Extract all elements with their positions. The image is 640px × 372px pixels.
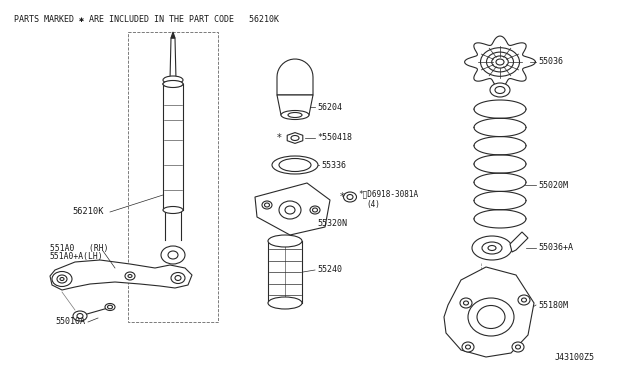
Ellipse shape <box>108 305 113 309</box>
Text: (4): (4) <box>366 201 380 209</box>
Ellipse shape <box>522 298 527 302</box>
Ellipse shape <box>486 52 513 72</box>
Ellipse shape <box>272 156 318 174</box>
Ellipse shape <box>279 158 311 171</box>
Ellipse shape <box>175 276 181 280</box>
Ellipse shape <box>482 242 502 254</box>
Ellipse shape <box>495 87 505 93</box>
Ellipse shape <box>490 83 510 97</box>
Ellipse shape <box>460 298 472 308</box>
Text: 56210K: 56210K <box>72 208 104 217</box>
Ellipse shape <box>463 301 468 305</box>
Text: 55036+A: 55036+A <box>538 244 573 253</box>
Text: 55240: 55240 <box>317 266 342 275</box>
Ellipse shape <box>465 345 470 349</box>
Ellipse shape <box>264 203 269 207</box>
Ellipse shape <box>515 345 520 349</box>
Ellipse shape <box>492 56 508 68</box>
Ellipse shape <box>291 135 299 141</box>
Ellipse shape <box>310 206 320 214</box>
Text: 55320N: 55320N <box>317 218 347 228</box>
Ellipse shape <box>52 272 72 286</box>
Polygon shape <box>277 59 313 95</box>
Text: J43100Z5: J43100Z5 <box>555 353 595 362</box>
Polygon shape <box>465 36 536 88</box>
Text: 55020M: 55020M <box>538 180 568 189</box>
Ellipse shape <box>262 201 272 209</box>
Text: 551A0+A(LH): 551A0+A(LH) <box>50 253 104 262</box>
Polygon shape <box>287 132 303 143</box>
Text: *: * <box>340 192 344 202</box>
Text: 55336: 55336 <box>321 160 346 170</box>
Ellipse shape <box>125 272 135 280</box>
Ellipse shape <box>163 80 183 87</box>
Text: 56204: 56204 <box>317 103 342 112</box>
Ellipse shape <box>285 206 295 214</box>
Ellipse shape <box>472 236 512 260</box>
Polygon shape <box>510 232 528 252</box>
Ellipse shape <box>285 160 305 170</box>
Ellipse shape <box>344 192 356 202</box>
Ellipse shape <box>171 273 185 283</box>
Ellipse shape <box>281 110 309 119</box>
Ellipse shape <box>168 251 178 259</box>
Ellipse shape <box>163 206 183 214</box>
Ellipse shape <box>163 76 183 84</box>
Ellipse shape <box>518 295 530 305</box>
Text: 551A0   (RH): 551A0 (RH) <box>50 244 109 253</box>
Text: PARTS MARKED ✱ ARE INCLUDED IN THE PART CODE   56210K: PARTS MARKED ✱ ARE INCLUDED IN THE PART … <box>14 16 279 25</box>
Ellipse shape <box>468 298 514 336</box>
Ellipse shape <box>163 81 183 87</box>
Polygon shape <box>171 32 175 38</box>
Text: 55180M: 55180M <box>538 301 568 310</box>
Text: 55010A: 55010A <box>55 317 85 327</box>
Ellipse shape <box>105 304 115 311</box>
Ellipse shape <box>288 112 302 118</box>
Ellipse shape <box>477 305 505 328</box>
Text: *ⓓD6918-3081A: *ⓓD6918-3081A <box>358 189 418 199</box>
Polygon shape <box>170 38 176 80</box>
Polygon shape <box>444 267 534 357</box>
Polygon shape <box>277 95 313 115</box>
Ellipse shape <box>279 201 301 219</box>
Ellipse shape <box>312 208 317 212</box>
Ellipse shape <box>496 59 504 65</box>
Ellipse shape <box>77 314 83 318</box>
Bar <box>128 32 218 322</box>
Ellipse shape <box>60 278 64 280</box>
Ellipse shape <box>488 246 496 250</box>
Ellipse shape <box>128 275 132 278</box>
Text: 55036: 55036 <box>538 58 563 67</box>
Ellipse shape <box>73 311 87 321</box>
Ellipse shape <box>57 275 67 283</box>
Ellipse shape <box>512 342 524 352</box>
Polygon shape <box>50 260 192 290</box>
Ellipse shape <box>347 195 353 199</box>
Ellipse shape <box>462 342 474 352</box>
Text: *: * <box>276 133 282 143</box>
Ellipse shape <box>161 246 185 264</box>
Polygon shape <box>255 183 330 235</box>
Text: *550418: *550418 <box>317 134 352 142</box>
Ellipse shape <box>268 297 302 309</box>
Ellipse shape <box>268 235 302 247</box>
